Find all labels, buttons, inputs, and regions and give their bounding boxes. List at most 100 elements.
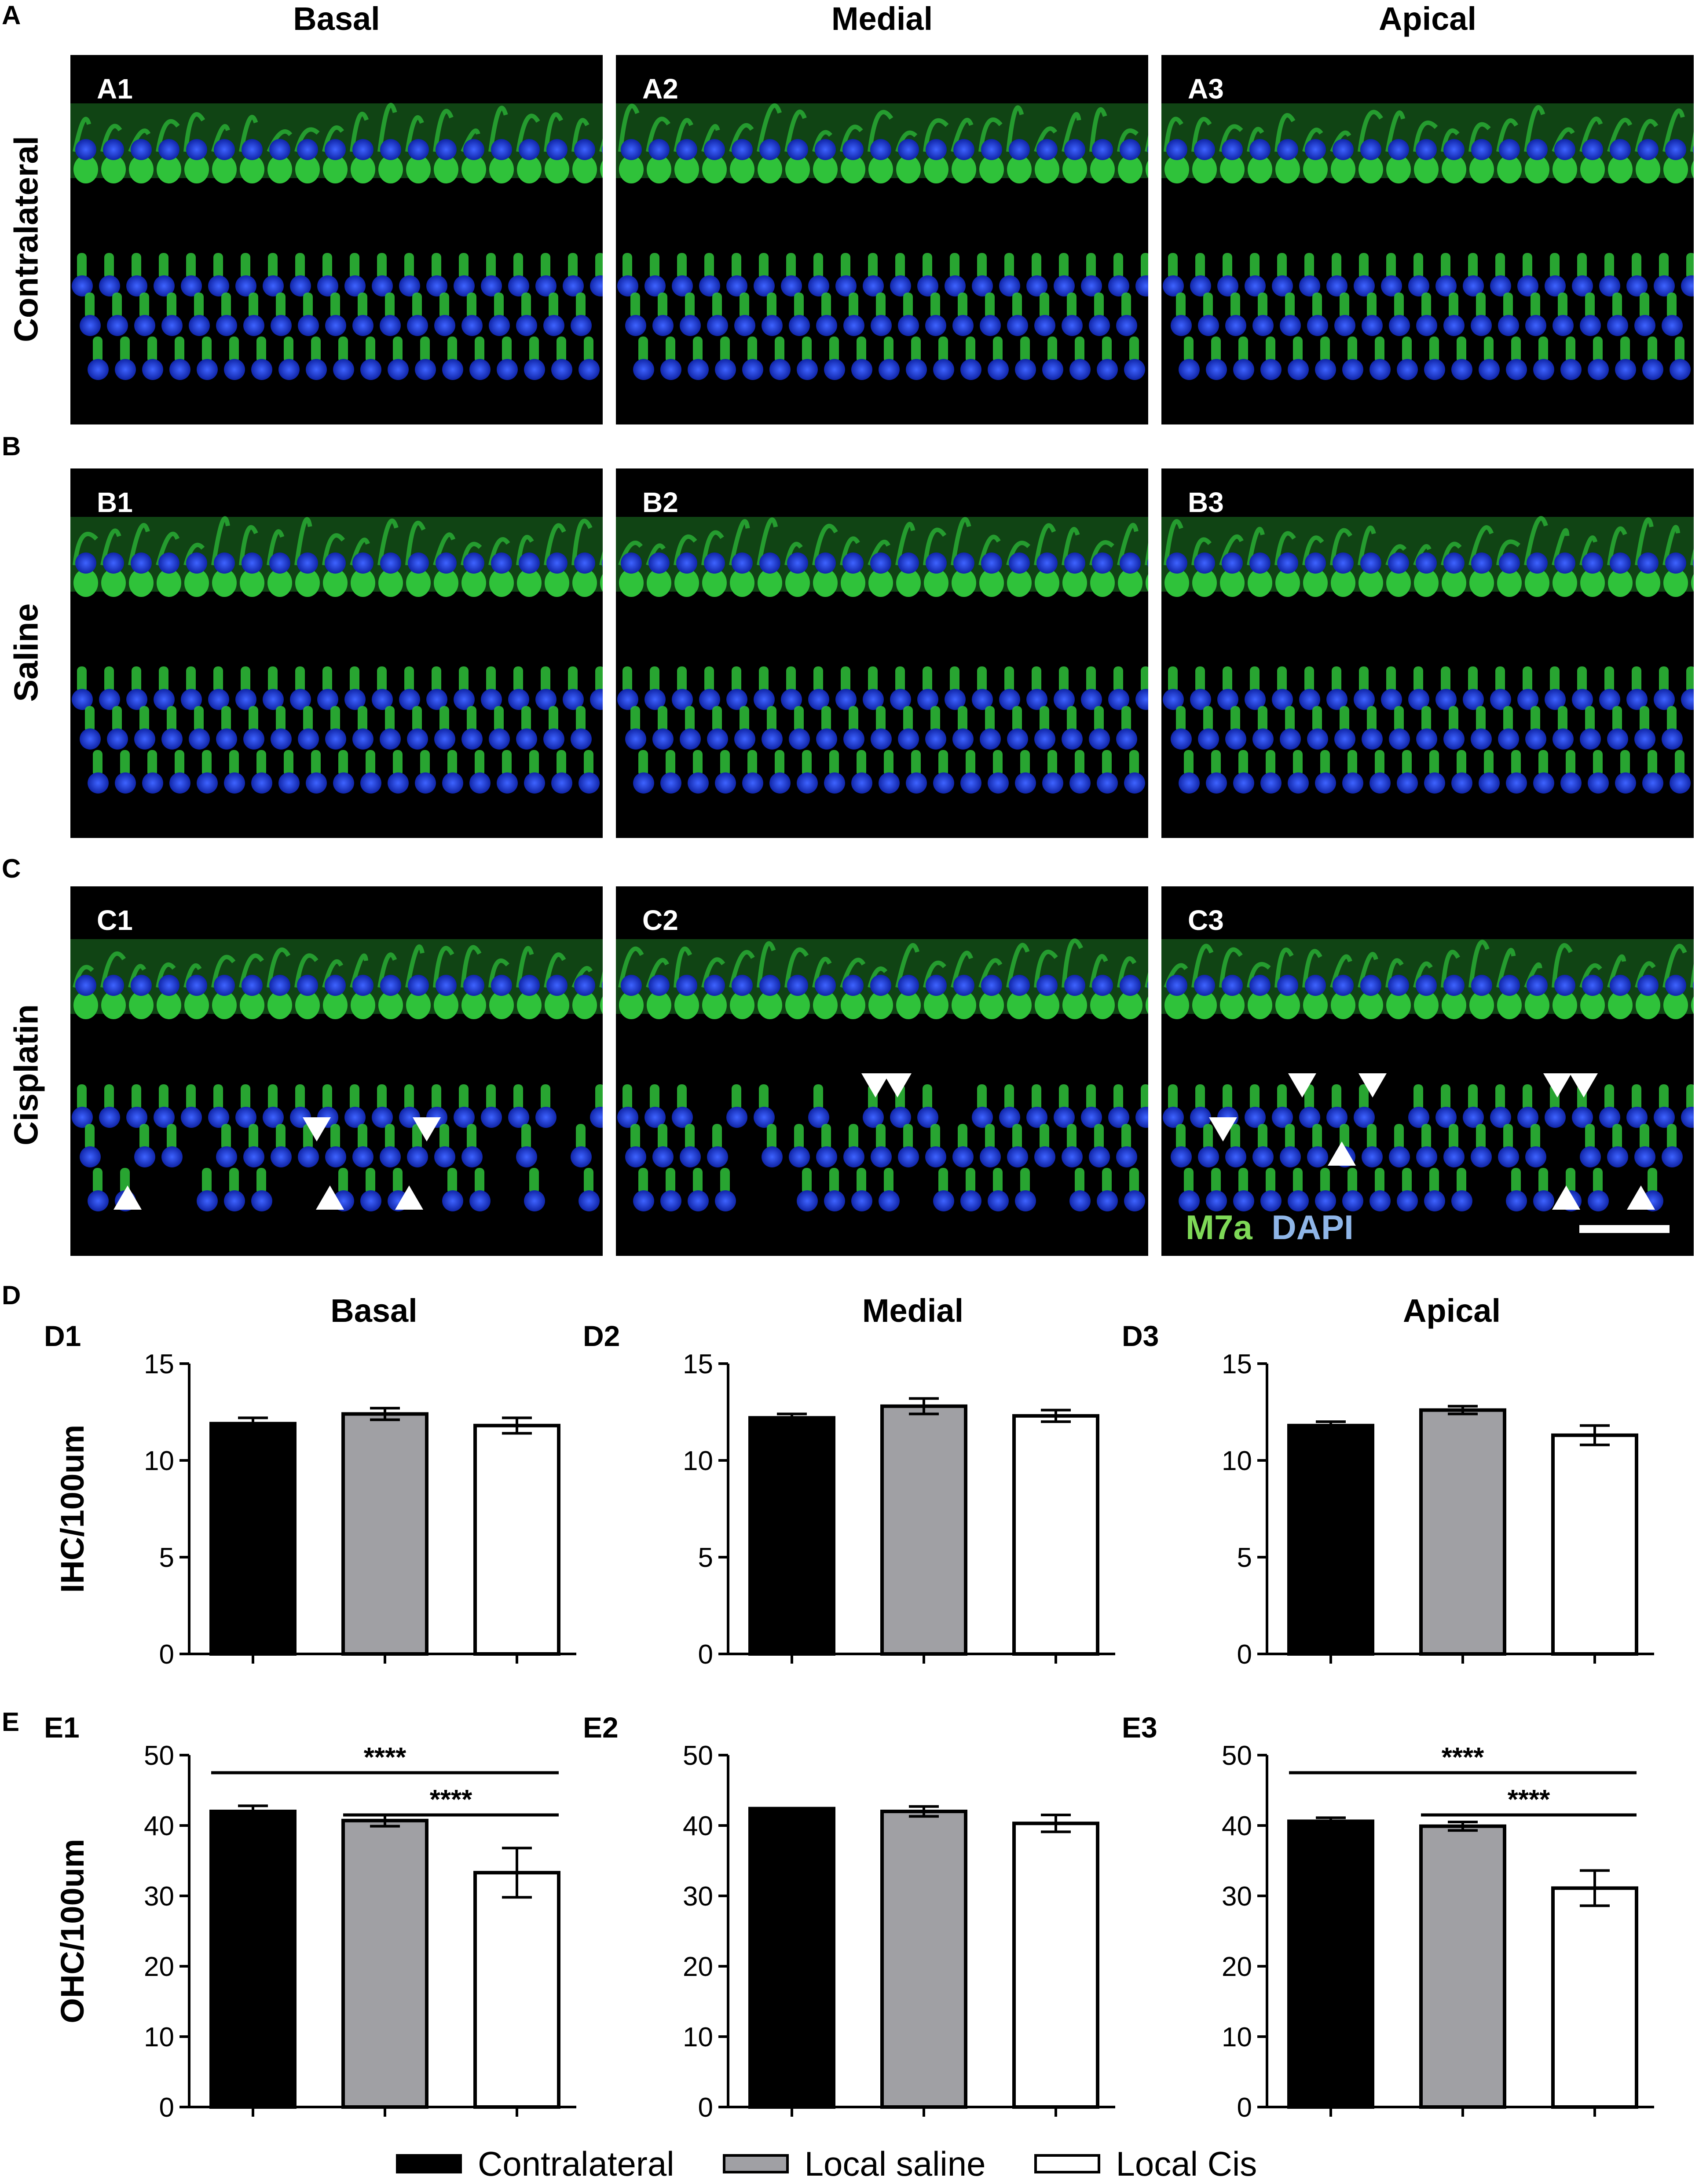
ohc-body (159, 1084, 168, 1111)
ohc-nucleus (508, 275, 529, 296)
ohc-body (295, 253, 305, 279)
ohc-body (1429, 1168, 1439, 1194)
scale-bar (1579, 1225, 1670, 1233)
ohc-body (241, 1084, 250, 1111)
stereocilia (1468, 940, 1490, 988)
stereocilia (239, 953, 264, 988)
ohc-body (693, 337, 703, 363)
ohc-nucleus (380, 728, 401, 750)
ohc-nucleus (1124, 1190, 1145, 1211)
ohc-body (132, 666, 141, 693)
ihc-cell (1035, 155, 1059, 183)
stereocilia (1145, 972, 1148, 988)
ihc-nucleus (186, 139, 207, 160)
ohc-body (993, 750, 1003, 776)
ohc-body (1203, 1124, 1213, 1150)
ohc-body (93, 337, 103, 363)
ohc-nucleus (208, 275, 229, 296)
ohc-nucleus (1089, 728, 1110, 750)
ohc-nucleus (1389, 1146, 1410, 1167)
ohc-body (767, 706, 776, 732)
ohc-nucleus (1233, 772, 1254, 794)
ihc-cell (1118, 991, 1142, 1019)
stereocilia (183, 112, 205, 152)
ohc-nucleus (80, 728, 101, 750)
ihc-cell (1248, 155, 1272, 183)
ohc-body (521, 293, 531, 319)
ohc-body (1312, 706, 1322, 732)
ohc-body (1094, 1124, 1104, 1150)
ohc-nucleus (1245, 275, 1266, 296)
ohc-body (194, 706, 204, 732)
ohc-body (1250, 1084, 1260, 1111)
micrograph-label: B1 (97, 487, 133, 518)
ohc-body (868, 253, 878, 279)
ohc-body (1457, 337, 1466, 363)
ohc-body (1230, 706, 1240, 732)
ohc-nucleus (298, 315, 319, 336)
ihc-nucleus (1527, 552, 1548, 574)
ohc-body (167, 1124, 176, 1150)
ohc-body (494, 293, 504, 319)
ohc-nucleus (1089, 1146, 1110, 1167)
ohc-nucleus (1397, 359, 1418, 380)
ihc-nucleus (1499, 975, 1520, 996)
ihc-nucleus (704, 139, 725, 160)
ohc-body (857, 337, 866, 363)
ihc-nucleus (787, 975, 808, 996)
ohc-nucleus (1116, 728, 1137, 750)
ohc-body (1367, 1124, 1377, 1150)
ohc-nucleus (1171, 728, 1192, 750)
ohc-body (366, 337, 375, 363)
stereocilia (1274, 531, 1296, 566)
ohc-nucleus (999, 275, 1020, 296)
bar-contralateral (748, 1416, 835, 1656)
ohc-nucleus (208, 1107, 229, 1128)
ohc-body (747, 750, 757, 776)
ihc-cell (517, 569, 542, 597)
ihc-cell (1497, 991, 1522, 1019)
ihc-nucleus (1036, 139, 1058, 160)
ihc-nucleus (1582, 139, 1603, 160)
ihc-cell (647, 155, 671, 183)
ihc-cell (1220, 155, 1245, 183)
ohc-body (1593, 1168, 1603, 1194)
ohc-nucleus (1124, 359, 1145, 380)
ihc-cell (1442, 155, 1466, 183)
ihc-nucleus (648, 975, 670, 996)
ohc-body (1340, 706, 1349, 732)
ohc-body (1020, 337, 1030, 363)
y-tick-label: 20 (144, 1952, 174, 1982)
ihc-cell (785, 569, 810, 597)
ohc-nucleus (999, 689, 1020, 710)
ohc-body (1067, 1124, 1077, 1150)
ohc-body (1176, 293, 1186, 319)
ohc-nucleus (1588, 1190, 1609, 1211)
micrograph-b3: B3 (1161, 468, 1694, 838)
ihc-cell (1358, 991, 1383, 1019)
ihc-nucleus (1471, 975, 1492, 996)
ohc-nucleus (579, 772, 600, 794)
ihc-cell (157, 155, 181, 183)
ohc-body (977, 666, 987, 693)
ohc-body (1457, 750, 1466, 776)
stereocilia (1552, 943, 1573, 988)
ohc-body (693, 750, 703, 776)
ohc-body (1375, 1168, 1384, 1194)
ihc-cell (489, 155, 514, 183)
ohc-body (841, 666, 850, 693)
ohc-body (1086, 1084, 1096, 1111)
ohc-body (186, 253, 196, 279)
ohc-body (868, 666, 878, 693)
row-header-saline: Saline (7, 603, 45, 702)
ohc-nucleus (1260, 359, 1282, 380)
ohc-body (1203, 706, 1213, 732)
ohc-nucleus (298, 1146, 319, 1167)
ohc-body (393, 337, 403, 363)
ohc-body (622, 253, 632, 279)
ihc-nucleus (1064, 552, 1085, 574)
ohc-body (139, 293, 149, 319)
ohc-body (1203, 293, 1213, 319)
ihc-nucleus (297, 139, 318, 160)
ohc-nucleus (688, 1190, 709, 1211)
